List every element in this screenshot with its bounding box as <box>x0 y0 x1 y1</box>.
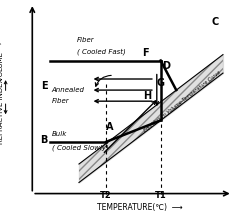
Text: B: B <box>40 135 48 145</box>
Text: C: C <box>211 17 219 27</box>
Text: F: F <box>142 48 148 58</box>
Text: D: D <box>163 61 171 71</box>
Text: E: E <box>41 81 47 91</box>
Text: TEMPERATURE(℃)  ⟶: TEMPERATURE(℃) ⟶ <box>97 203 183 212</box>
Text: A: A <box>106 122 114 132</box>
Text: Bulk: Bulk <box>52 131 67 137</box>
Text: Fiber: Fiber <box>52 98 69 104</box>
Text: REFRACTIVE INDEX: REFRACTIVE INDEX <box>0 78 4 144</box>
Text: H: H <box>143 91 151 101</box>
Text: Annealed: Annealed <box>52 87 85 93</box>
Text: Equilibrium Volume-Temperature Curve: Equilibrium Volume-Temperature Curve <box>143 70 222 133</box>
Text: ( Cooled Slowly): ( Cooled Slowly) <box>52 144 109 151</box>
Text: ( Cooled Fast): ( Cooled Fast) <box>77 48 126 55</box>
Text: T2: T2 <box>100 191 112 200</box>
Text: Fiber: Fiber <box>77 37 95 43</box>
Text: VOLUME  →: VOLUME → <box>0 42 4 81</box>
Text: T1: T1 <box>155 191 167 200</box>
Text: G: G <box>157 78 165 88</box>
